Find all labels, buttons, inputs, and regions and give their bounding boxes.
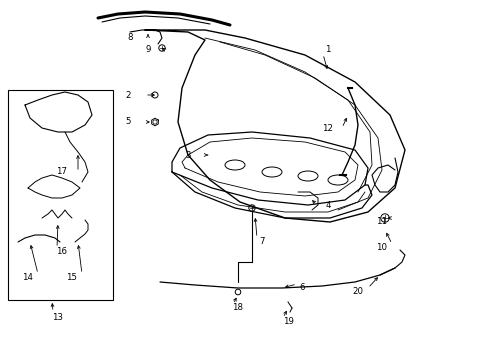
Text: 16: 16 bbox=[57, 248, 67, 256]
Text: 5: 5 bbox=[125, 117, 130, 126]
Bar bbox=[8, 90, 113, 300]
Text: 17: 17 bbox=[57, 167, 67, 176]
Text: 7: 7 bbox=[259, 238, 264, 247]
Text: 18: 18 bbox=[232, 303, 243, 312]
Text: 9: 9 bbox=[145, 45, 150, 54]
Text: 15: 15 bbox=[66, 274, 77, 283]
Text: 3: 3 bbox=[185, 150, 190, 159]
Text: 2: 2 bbox=[125, 90, 130, 99]
Text: 4: 4 bbox=[325, 201, 330, 210]
Text: 1: 1 bbox=[325, 45, 330, 54]
Text: 20: 20 bbox=[352, 288, 363, 297]
Text: 6: 6 bbox=[299, 284, 304, 292]
Text: 12: 12 bbox=[322, 123, 333, 132]
Text: 10: 10 bbox=[376, 243, 386, 252]
Text: 14: 14 bbox=[22, 274, 34, 283]
Text: 19: 19 bbox=[282, 318, 293, 327]
Text: 8: 8 bbox=[127, 33, 132, 42]
Text: 13: 13 bbox=[52, 314, 63, 323]
Text: 11: 11 bbox=[376, 217, 386, 226]
